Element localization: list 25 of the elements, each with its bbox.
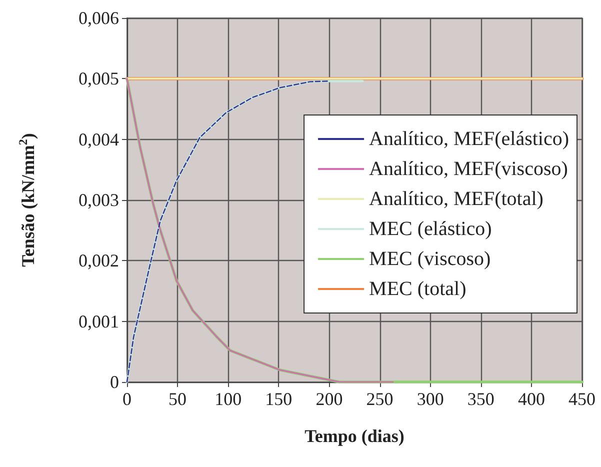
x-tick-label: 350 xyxy=(467,389,494,409)
x-tick-label: 100 xyxy=(214,389,242,409)
y-tick-label: 0,005 xyxy=(78,68,119,89)
x-tick-label: 200 xyxy=(316,389,343,409)
x-tick-label: 0 xyxy=(122,389,132,409)
y-tick-label: 0,004 xyxy=(78,129,119,150)
legend-label: Analítico, MEF(total) xyxy=(369,188,544,210)
legend-label: Analítico, MEF(elástico) xyxy=(369,128,569,150)
legend-label: MEC (viscoso) xyxy=(369,248,491,270)
x-tick-label: 50 xyxy=(168,389,187,409)
x-tick-label: 450 xyxy=(568,389,596,409)
legend-label: MEC (total) xyxy=(369,278,466,300)
y-tick-label: 0,003 xyxy=(78,190,119,210)
y-tick-label: 0,002 xyxy=(78,250,119,271)
y-tick-label: 0 xyxy=(110,372,119,392)
y-axis-title: Tensão (kN/mm2) xyxy=(16,133,38,267)
y-tick-label: 0,001 xyxy=(78,311,119,332)
x-axis-title: Tempo (dias) xyxy=(304,426,404,446)
x-tick-label: 400 xyxy=(518,389,545,409)
x-tick-label: 250 xyxy=(366,389,394,409)
y-tick-label: 0,006 xyxy=(78,8,119,28)
legend-label: Analítico, MEF(viscoso) xyxy=(369,158,568,180)
x-tick-label: 150 xyxy=(265,389,292,409)
legend-label: MEC (elástico) xyxy=(369,218,492,240)
x-tick-label: 300 xyxy=(416,389,444,409)
